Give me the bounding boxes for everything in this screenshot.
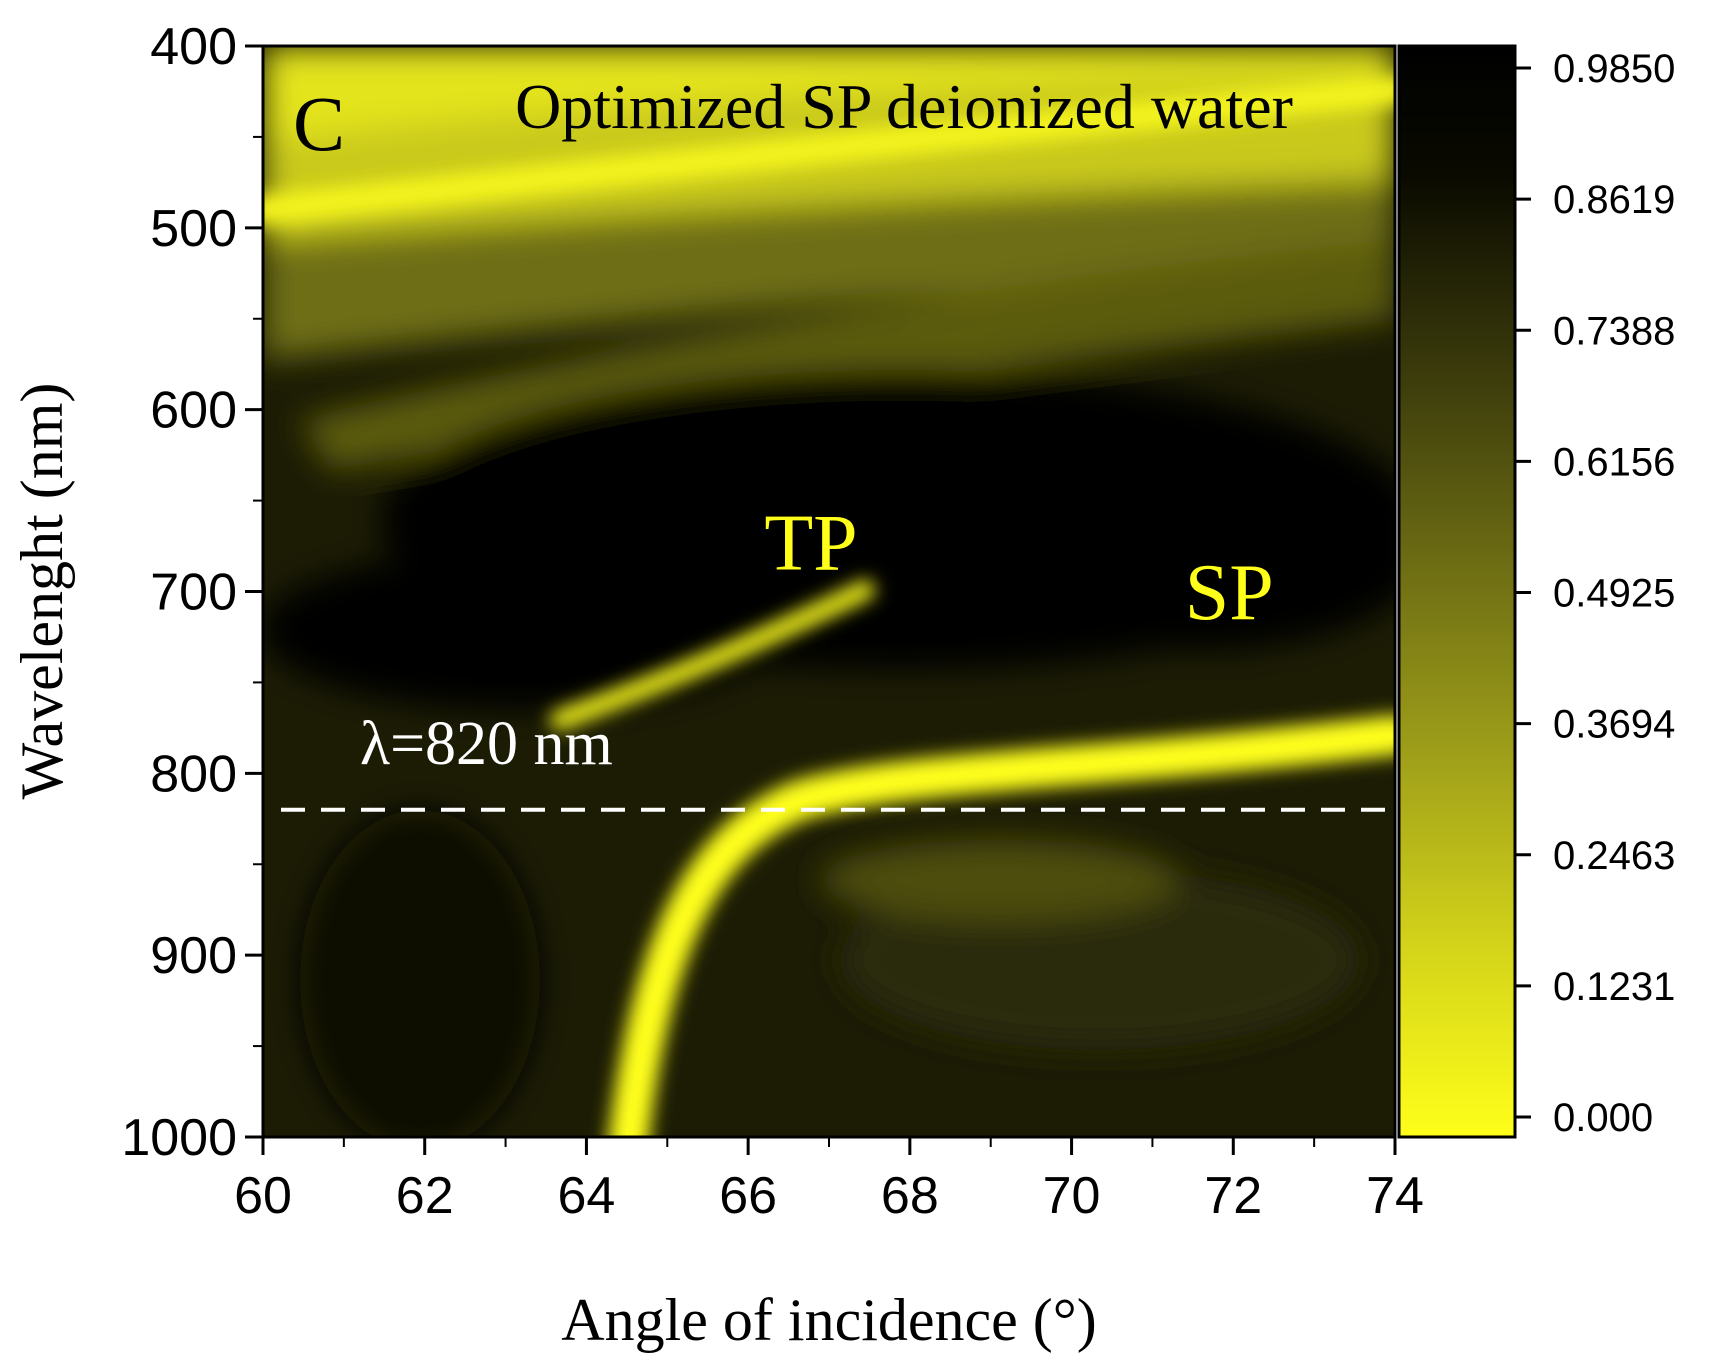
y-axis-title: Wavelenght (nm) xyxy=(9,383,75,800)
x-tick-label: 66 xyxy=(719,1167,777,1225)
y-tick-label: 700 xyxy=(150,564,237,622)
x-tick-label: 70 xyxy=(1043,1167,1101,1225)
colorbar-tick-label: 0.4925 xyxy=(1553,572,1675,616)
x-tick-label: 68 xyxy=(881,1167,939,1225)
colorbar-tick-label: 0.2463 xyxy=(1553,834,1675,878)
colorbar-tick-label: 0.7388 xyxy=(1553,309,1675,353)
x-tick-label: 62 xyxy=(396,1167,454,1225)
y-tick-label: 1000 xyxy=(121,1109,237,1167)
x-tick-label: 64 xyxy=(558,1167,616,1225)
y-tick-label: 600 xyxy=(150,382,237,440)
colorbar xyxy=(1397,44,1517,1139)
tp-annotation: TP xyxy=(764,500,857,588)
y-tick-label: 900 xyxy=(150,927,237,985)
x-tick-label: 74 xyxy=(1366,1167,1424,1225)
x-tick-label: 72 xyxy=(1204,1167,1262,1225)
x-axis-ticks: 60 62 64 66 68 70 72 74 xyxy=(234,1137,1424,1225)
x-tick-label: 60 xyxy=(234,1167,292,1225)
lambda-annotation: λ=820 nm xyxy=(360,710,613,778)
colorbar-tick-label: 0.9850 xyxy=(1553,47,1675,91)
y-tick-label: 400 xyxy=(150,18,237,76)
colorbar-tick-label: 0.3694 xyxy=(1553,703,1675,747)
y-tick-label: 800 xyxy=(150,745,237,803)
resonance-bands xyxy=(263,75,1395,1137)
sp-annotation: SP xyxy=(1185,549,1274,637)
colorbar-tick-label: 0.8619 xyxy=(1553,178,1675,222)
y-axis-ticks: 400 500 600 700 800 900 1000 xyxy=(121,18,263,1167)
sp-band xyxy=(608,715,1395,1137)
heatmap-field xyxy=(263,46,1395,1137)
colorbar-tick-label: 0.1231 xyxy=(1553,965,1675,1009)
colorbar-tick-label: 0.000 xyxy=(1553,1096,1653,1140)
colorbar-ticks: 0.9850 0.8619 0.7388 0.6156 0.4925 0.3694 0.24… xyxy=(1515,47,1675,1140)
chart-title: Optimized SP deionized water xyxy=(515,71,1293,142)
y-tick-label: 500 xyxy=(150,200,237,258)
tp-band xyxy=(550,580,875,730)
colorbar-tick-label: 0.6156 xyxy=(1553,440,1675,484)
panel-label: C xyxy=(293,80,345,167)
x-axis-title: Angle of incidence (°) xyxy=(561,1287,1096,1353)
upper-band xyxy=(263,75,1395,225)
heatmap-texture xyxy=(263,46,1395,1137)
